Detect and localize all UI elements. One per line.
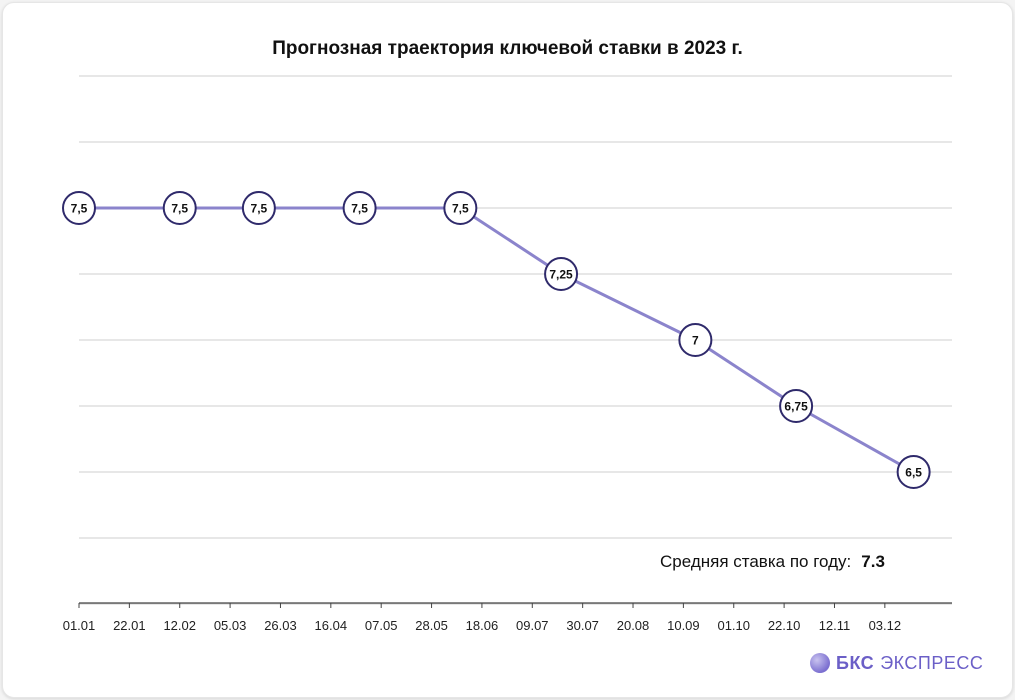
- data-point: [678, 323, 713, 357]
- logo-bold-text: БКС: [836, 652, 875, 673]
- data-point: [443, 191, 478, 225]
- x-tick-label: 22.10: [768, 618, 801, 633]
- logo-text: ЭКСПРЕСС: [880, 652, 984, 673]
- data-label: 7: [692, 334, 699, 348]
- data-point: [896, 455, 931, 489]
- data-label: 7,5: [351, 202, 368, 216]
- average-rate-value: 7.3: [861, 552, 885, 571]
- x-tick-label: 30.07: [566, 618, 599, 633]
- data-point: [342, 191, 377, 225]
- x-tick-label: 01.10: [717, 618, 750, 633]
- data-point: [162, 191, 197, 225]
- x-tick-label: 18.06: [466, 618, 499, 633]
- x-tick-label: 12.02: [163, 618, 196, 633]
- average-rate-label: Средняя ставка по году:: [660, 552, 852, 571]
- x-tick-label: 05.03: [214, 618, 247, 633]
- chart-title: Прогнозная траектория ключевой ставки в …: [272, 38, 743, 59]
- average-rate-annotation: Средняя ставка по году: 7.3: [660, 552, 885, 572]
- x-tick-label: 09.07: [516, 618, 549, 633]
- x-tick-label: 16.04: [315, 618, 348, 633]
- x-tick-label: 03.12: [869, 618, 902, 633]
- data-point: [241, 191, 276, 225]
- data-point: [779, 389, 814, 423]
- x-tick-label: 20.08: [617, 618, 650, 633]
- data-label: 7,5: [71, 202, 88, 216]
- bcs-logo-icon: [810, 653, 830, 673]
- x-tick-label: 10.09: [667, 618, 700, 633]
- data-point: [544, 257, 579, 291]
- x-tick-label: 07.05: [365, 618, 398, 633]
- bcs-express-logo: БКС ЭКСПРЕСС: [810, 652, 983, 674]
- data-label: 6,75: [784, 400, 808, 414]
- data-label: 7,5: [251, 202, 268, 216]
- x-tick-label: 22.01: [113, 618, 146, 633]
- data-label: 7,25: [549, 268, 573, 282]
- data-label: 6,5: [905, 466, 922, 480]
- x-tick-label: 01.01: [63, 618, 96, 633]
- data-label: 7,5: [171, 202, 188, 216]
- data-point: [62, 191, 96, 225]
- data-label: 7,5: [452, 202, 469, 216]
- x-tick-label: 28.05: [415, 618, 448, 633]
- x-tick-label: 26.03: [264, 618, 297, 633]
- x-tick-label: 12.11: [819, 618, 851, 633]
